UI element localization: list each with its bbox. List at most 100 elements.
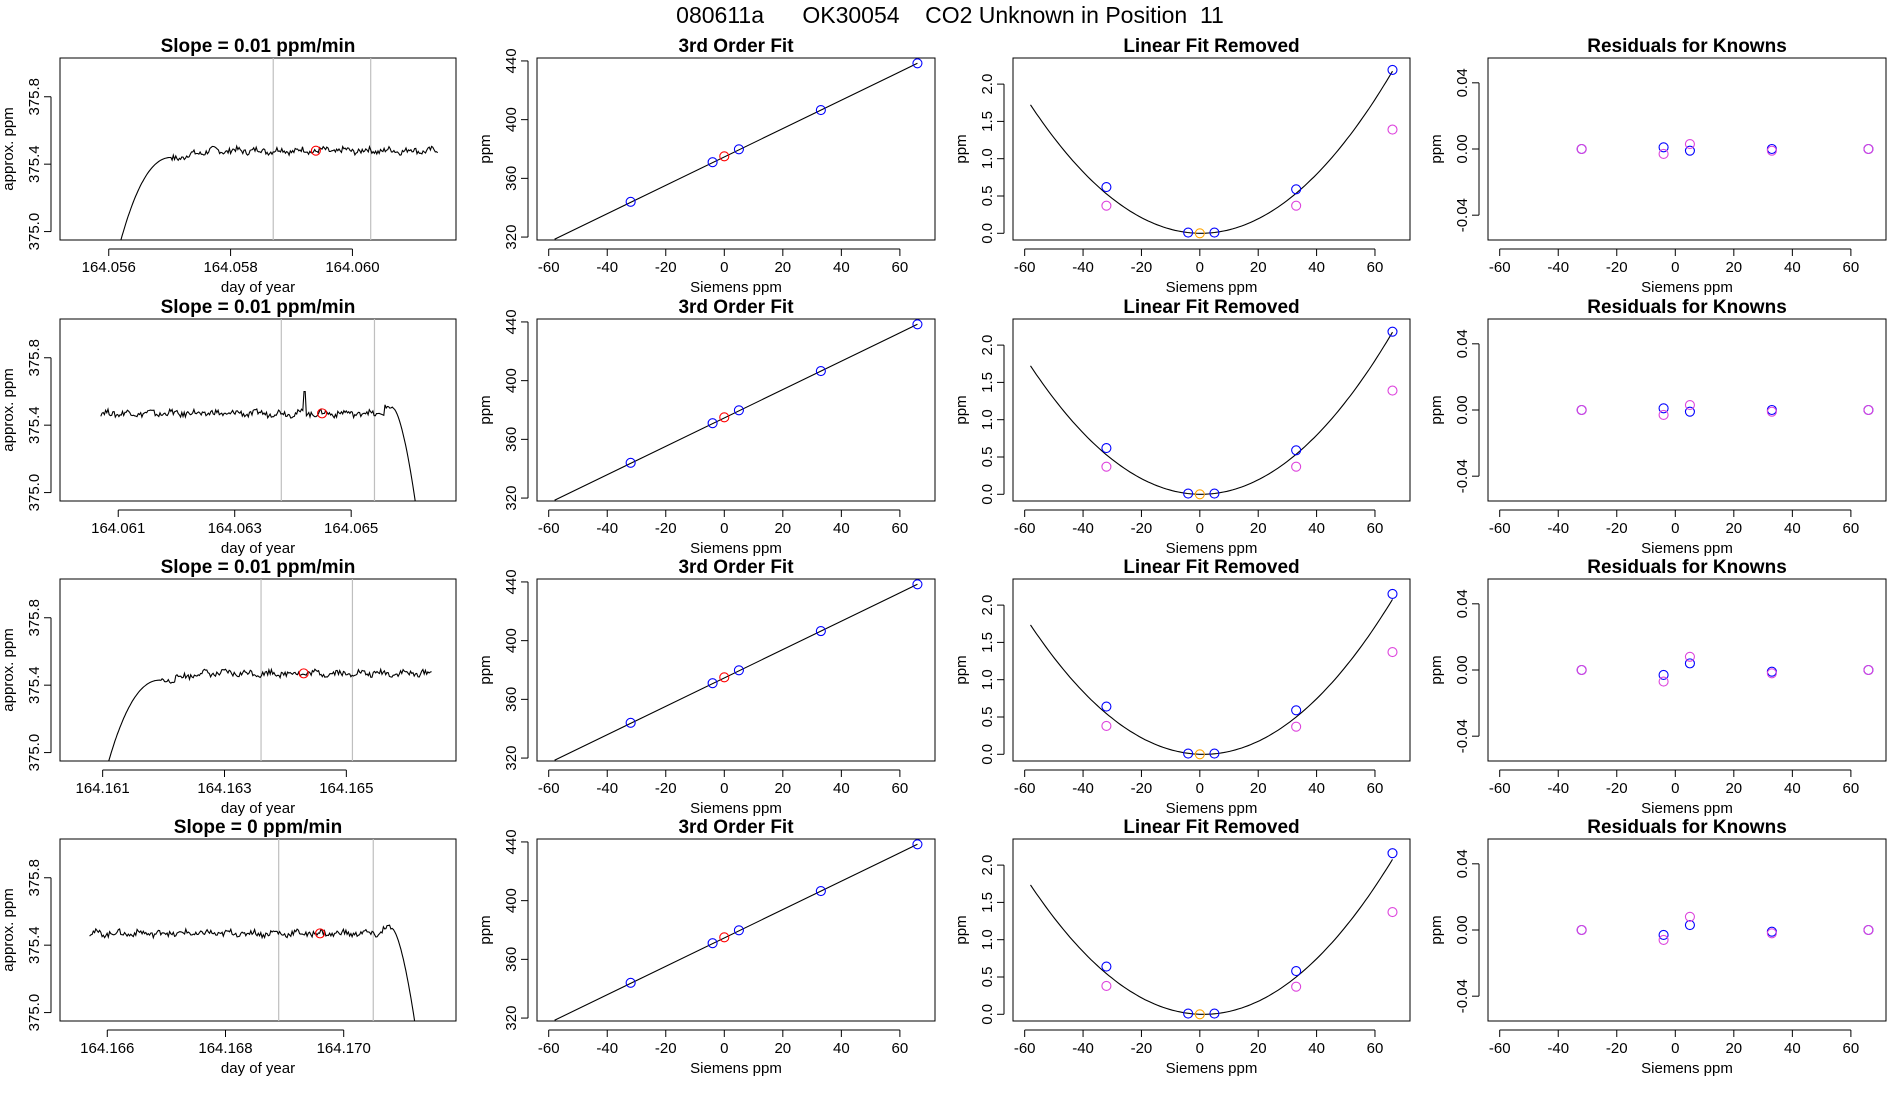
fit-line — [554, 843, 918, 1021]
y-tick-label: 0.00 — [1454, 655, 1471, 684]
plot-area — [1576, 138, 1874, 160]
x-tick-label: 164.161 — [76, 780, 130, 797]
data-point — [625, 457, 636, 468]
data-point — [1101, 980, 1112, 991]
data-point — [1766, 928, 1777, 939]
x-tick-label: -60 — [1489, 520, 1511, 537]
x-tick-label: -20 — [1131, 1040, 1153, 1057]
data-point — [1684, 919, 1695, 931]
y-tick-label: 2.0 — [979, 335, 996, 356]
data-point — [815, 886, 826, 897]
data-point — [1387, 124, 1398, 135]
x-tick-label: 164.168 — [198, 1040, 252, 1057]
panel-title: Residuals for Knowns — [1587, 36, 1787, 57]
data-point — [1209, 1008, 1220, 1019]
data-point — [1291, 461, 1302, 472]
data-point — [912, 58, 923, 69]
panel-title: 3rd Order Fit — [678, 36, 794, 57]
data-point — [815, 366, 826, 377]
x-tick-label: 60 — [1367, 1040, 1384, 1057]
fit-line — [554, 583, 918, 761]
y-tick-label: 0.00 — [1454, 915, 1471, 944]
data-point — [1684, 138, 1695, 150]
x-tick-label: 0 — [1196, 520, 1204, 537]
x-tick-label: 0 — [720, 1040, 728, 1057]
x-tick-label: -40 — [596, 1040, 618, 1057]
data-point — [1291, 981, 1302, 992]
data-point — [1863, 143, 1874, 155]
x-tick-label: 20 — [774, 1040, 791, 1057]
x-axis-label: Siemens ppm — [690, 540, 782, 557]
data-point — [815, 626, 826, 637]
y-tick-label: 375.4 — [26, 145, 43, 183]
data-point — [1194, 749, 1205, 760]
y-tick-label: -0.04 — [1454, 459, 1471, 493]
data-point — [1684, 651, 1695, 662]
x-tick-label: -60 — [1489, 780, 1511, 797]
data-point — [1101, 181, 1112, 193]
y-tick-label: 440 — [503, 309, 520, 334]
x-tick-label: -20 — [655, 520, 677, 537]
x-tick-label: 20 — [1250, 259, 1267, 276]
data-point — [1209, 227, 1220, 238]
data-point — [1387, 647, 1398, 658]
x-tick-label: 60 — [892, 780, 909, 797]
data-point — [733, 144, 744, 155]
y-tick-label: 0.00 — [1454, 395, 1471, 424]
data-point — [1101, 701, 1112, 712]
y-tick-label: 360 — [503, 687, 520, 712]
y-axis-label: ppm — [477, 134, 494, 163]
y-tick-label: 0.5 — [979, 186, 996, 207]
y-tick-label: 400 — [503, 368, 520, 393]
x-tick-label: -60 — [1489, 259, 1511, 276]
y-tick-label: 375.4 — [26, 666, 43, 704]
x-tick-label: 60 — [1367, 780, 1384, 797]
data-point — [719, 151, 730, 162]
x-tick-label: -40 — [1072, 259, 1094, 276]
x-axis-label: Siemens ppm — [1166, 279, 1258, 296]
x-tick-label: -60 — [1489, 1040, 1511, 1057]
residuals-panel-row-3: Residuals for Knowns -60 -40 -20 0 20 40 60 Siem… — [1428, 817, 1887, 1077]
x-tick-label: 0 — [1671, 1040, 1679, 1057]
series-line — [100, 390, 416, 501]
x-tick-label: 0 — [720, 780, 728, 797]
y-tick-label: 2.0 — [979, 74, 996, 95]
x-axis-label: Siemens ppm — [690, 279, 782, 296]
data-point — [1209, 748, 1220, 759]
data-point — [707, 157, 718, 168]
series-line — [89, 924, 416, 1021]
y-tick-label: 400 — [503, 888, 520, 913]
x-tick-label: 40 — [1784, 1040, 1801, 1057]
plot-frame — [536, 578, 936, 762]
y-tick-label: 0.0 — [979, 223, 996, 244]
data-point — [1658, 929, 1669, 941]
x-tick-label: 20 — [1250, 520, 1267, 537]
y-tick-label: 0.0 — [979, 744, 996, 765]
x-axis-label: Siemens ppm — [1166, 1060, 1258, 1077]
sample-marker — [315, 928, 326, 939]
x-tick-label: -40 — [1547, 1040, 1569, 1057]
data-point — [1387, 848, 1398, 859]
y-tick-label: 0.5 — [979, 447, 996, 468]
x-axis-label: day of year — [221, 540, 295, 557]
plot-frame — [59, 57, 457, 241]
timeseries-panel-row-3: Slope = 0 ppm/min 164.166 164.168 164.170 da… — [0, 817, 457, 1077]
data-point — [1863, 404, 1874, 416]
panel-title: Slope = 0.01 ppm/min — [161, 557, 356, 578]
y-tick-label: 440 — [503, 48, 520, 73]
x-tick-label: 40 — [833, 1040, 850, 1057]
timeseries-panel-row-2: Slope = 0.01 ppm/min 164.161 164.163 164.16… — [0, 557, 457, 817]
x-tick-label: 60 — [1843, 259, 1860, 276]
plot-area — [1030, 64, 1398, 239]
plot-frame — [1487, 318, 1887, 502]
plot-frame — [59, 318, 457, 502]
data-point — [719, 932, 730, 943]
x-tick-label: 40 — [1308, 520, 1325, 537]
data-point — [1684, 399, 1695, 411]
x-tick-label: -40 — [596, 780, 618, 797]
x-tick-label: 40 — [833, 520, 850, 537]
x-axis-label: Siemens ppm — [690, 800, 782, 817]
x-tick-label: 164.063 — [208, 520, 262, 537]
y-tick-label: 0.5 — [979, 967, 996, 988]
y-tick-label: 0.04 — [1454, 849, 1471, 878]
